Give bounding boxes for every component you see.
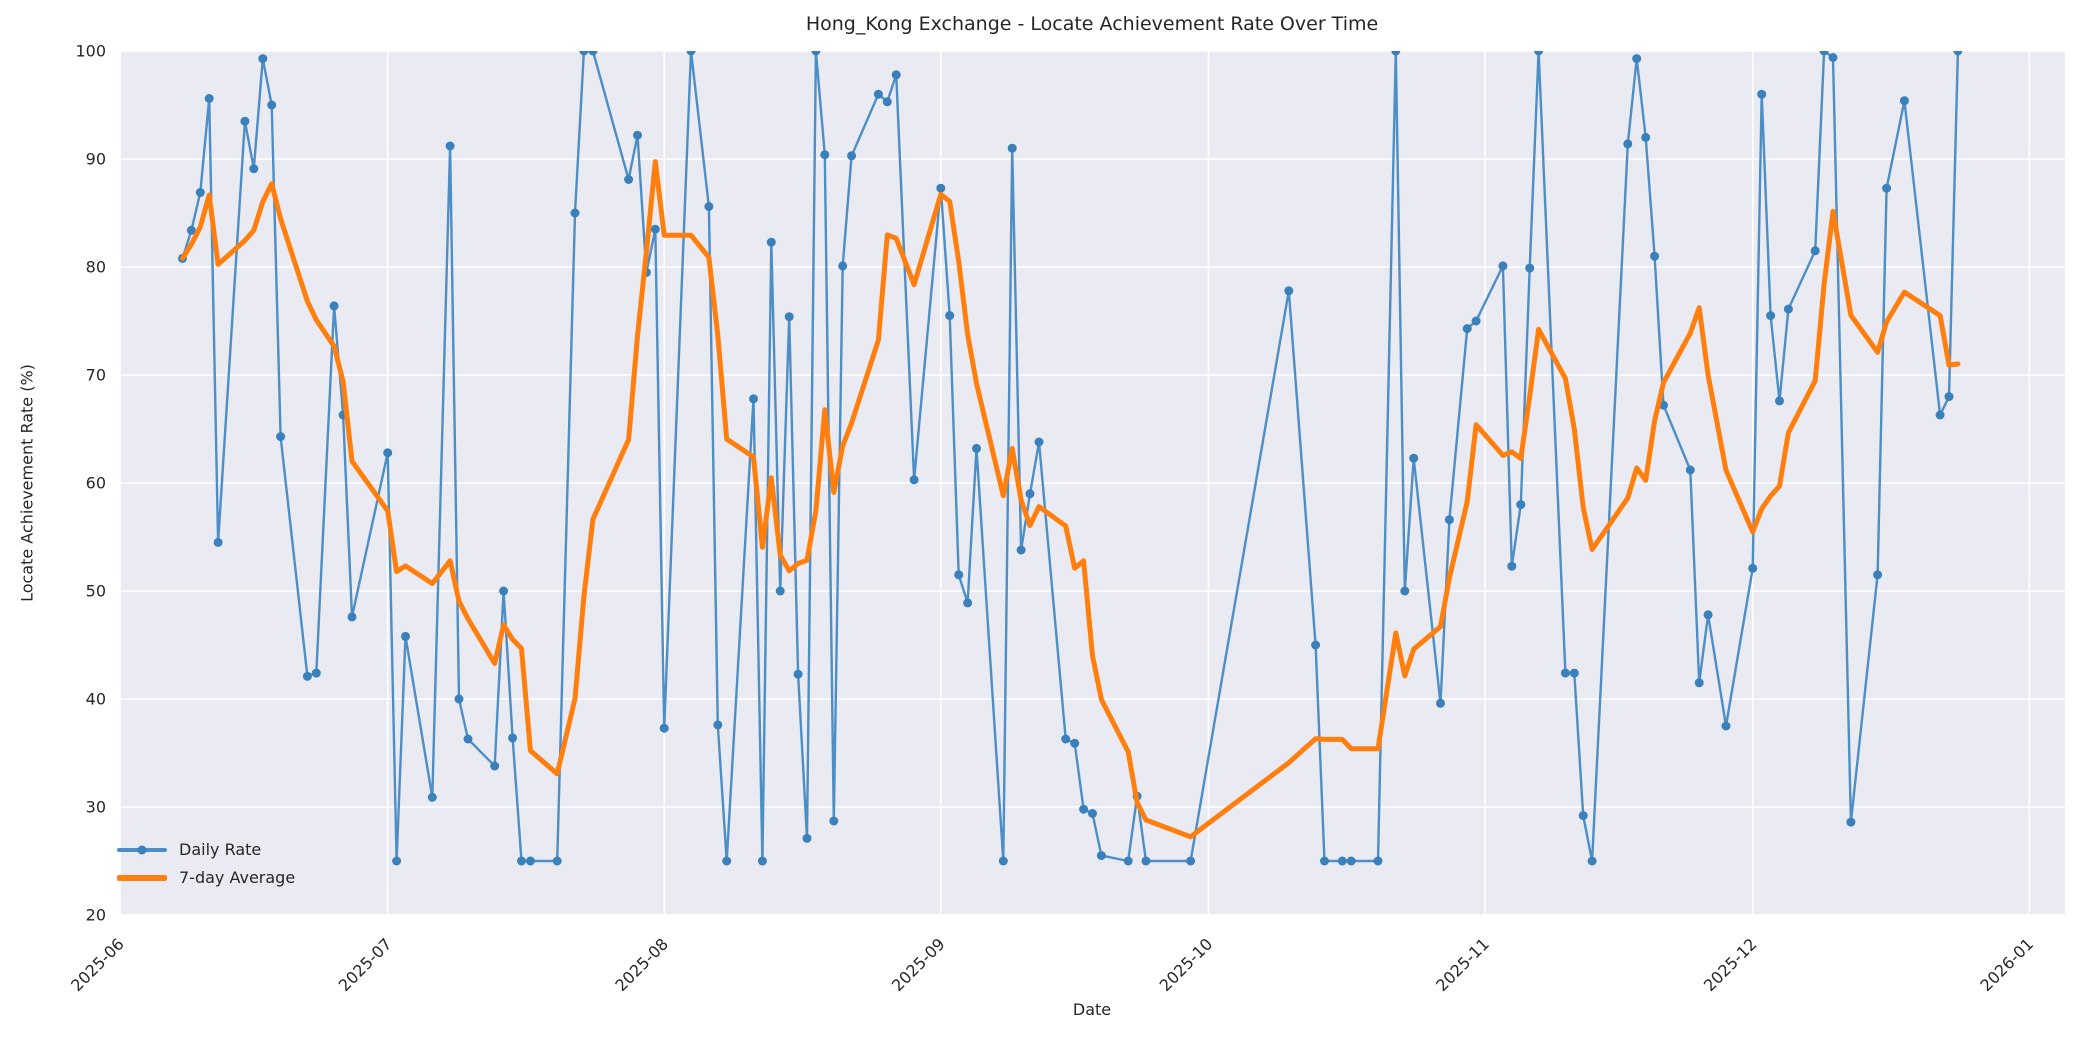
- x-tick-label: 2025-11: [1432, 934, 1493, 995]
- daily-rate-line-sample-icon: [117, 845, 167, 855]
- average-line-sample-icon: [117, 873, 167, 883]
- y-tick-label: 30: [86, 798, 106, 817]
- legend: Daily Rate 7-day Average: [117, 840, 295, 887]
- y-tick-labels: 20 30 40 50 60 70 80 90 100: [75, 42, 106, 925]
- seven-day-average-line: [180, 159, 1961, 840]
- legend-item-daily-rate: Daily Rate: [117, 840, 295, 859]
- x-tick-label: 2025-08: [611, 934, 672, 995]
- x-tick-label: 2026-01: [1976, 934, 2037, 995]
- y-tick-label: 80: [86, 258, 106, 277]
- legend-label-7day-average: 7-day Average: [179, 868, 296, 887]
- y-tick-label: 20: [86, 906, 106, 925]
- y-tick-label: 40: [86, 690, 106, 709]
- x-tick-label: 2025-06: [67, 934, 128, 995]
- x-tick-label: 2025-09: [888, 934, 949, 995]
- legend-label-daily-rate: Daily Rate: [179, 840, 262, 859]
- y-tick-label: 70: [86, 366, 106, 385]
- y-tick-label: 100: [75, 42, 106, 61]
- y-tick-label: 90: [86, 150, 106, 169]
- gridlines: [119, 50, 2065, 916]
- x-tick-label: 2025-10: [1156, 934, 1217, 995]
- seven-day-average-series: [180, 159, 1961, 840]
- y-tick-label: 50: [86, 582, 106, 601]
- legend-item-7day-average: 7-day Average: [117, 868, 295, 887]
- y-tick-label: 60: [86, 474, 106, 493]
- x-axis-label: Date: [1072, 1000, 1112, 1019]
- x-tick-label: 2025-12: [1700, 934, 1761, 995]
- chart-title: Hong_Kong Exchange - Locate Achievement …: [805, 13, 1379, 35]
- x-tick-labels: 2025-06 2025-07 2025-08 2025-09 2025-10 2025-…: [67, 934, 2037, 995]
- x-tick-label: 2025-07: [335, 934, 396, 995]
